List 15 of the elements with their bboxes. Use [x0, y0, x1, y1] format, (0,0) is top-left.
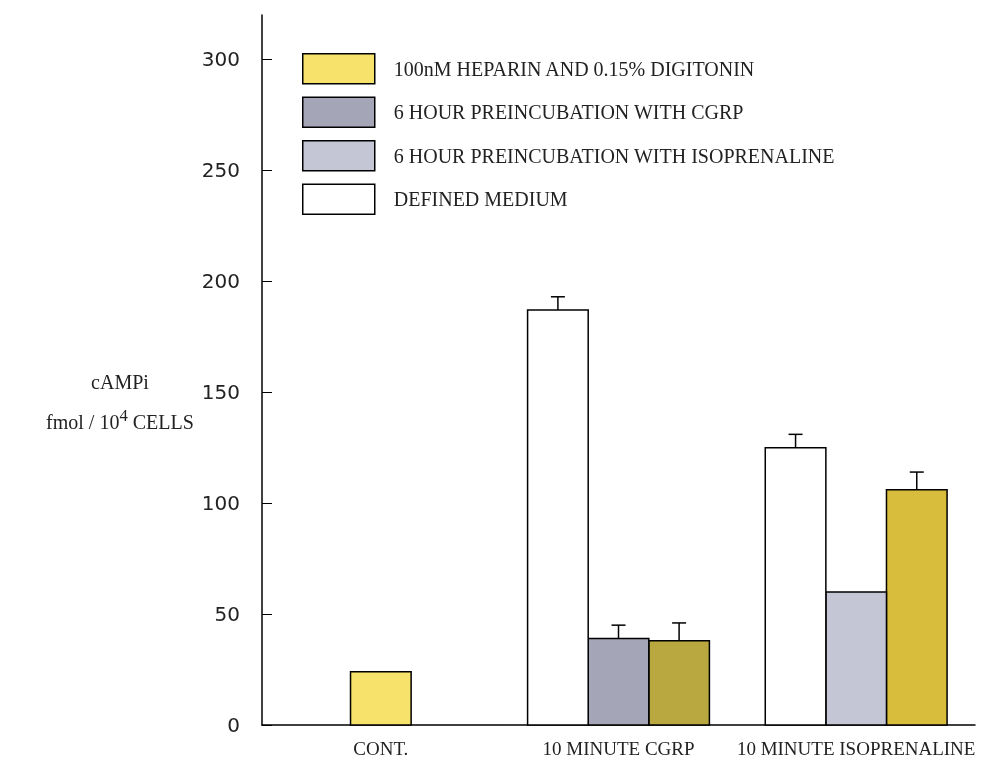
y-tick-label: 200: [201, 269, 240, 294]
x-tick-label: CONT.: [353, 738, 409, 759]
legend-label: 100nM HEPARIN AND 0.15% DIGITONIN: [393, 57, 755, 80]
legend-label: DEFINED MEDIUM: [393, 188, 568, 211]
y-tick-label: 0: [227, 713, 240, 737]
y-tick-label: 50: [214, 602, 240, 627]
y-tick-label: 300: [201, 47, 240, 72]
y-tick-label: 150: [201, 380, 240, 405]
y-tick-label: 250: [201, 158, 240, 183]
legend-label: 6 HOUR PREINCUBATION WITH CGRP: [393, 101, 744, 124]
y-axis-title: cAMPi fmol / 10$^{4}$ CELLS: [46, 371, 194, 433]
y-tick-label: 100: [201, 491, 240, 516]
legend-label: 6 HOUR PREINCUBATION WITH ISOPRENALINE: [393, 144, 835, 167]
x-tick-label: 10 MINUTE ISOPRENALINE: [736, 738, 976, 759]
x-tick-label: 10 MINUTE CGRP: [542, 738, 695, 759]
